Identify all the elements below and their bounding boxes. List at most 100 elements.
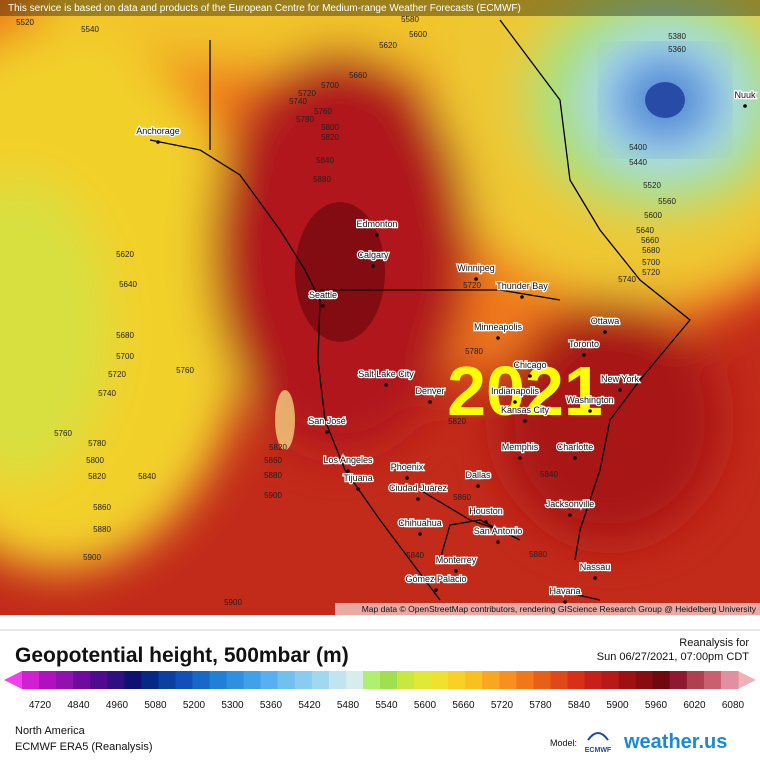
colorbar-tick-label: 5720 <box>491 700 514 711</box>
city-label: Nuuk <box>734 90 756 100</box>
contour-label: 5780 <box>296 115 314 124</box>
city-dot <box>518 456 522 460</box>
city-label: Phoenix <box>391 462 424 472</box>
contour-label: 5540 <box>81 25 99 34</box>
contour-label: 5760 <box>314 107 332 116</box>
city-label: Chicago <box>513 360 546 370</box>
city-dot <box>496 336 500 340</box>
contour-label: 5820 <box>321 133 339 142</box>
contour-label: 5580 <box>401 15 419 24</box>
city-dot <box>523 419 527 423</box>
colorbar-swatch <box>380 671 398 689</box>
city-dot <box>418 532 422 536</box>
colorbar-tick-label: 5200 <box>183 700 206 711</box>
city-dot <box>528 374 532 378</box>
city-dot <box>375 233 379 237</box>
contour-label: 5680 <box>116 331 134 340</box>
map: This service is based on data and produc… <box>0 0 760 615</box>
city-labels: AnchorageEdmontonCalgarySeattleWinnipegT… <box>135 89 757 604</box>
model-label: Model: <box>550 738 577 748</box>
colorbar-swatch <box>209 671 228 689</box>
contour-label: 5620 <box>379 41 397 50</box>
ecmwf-icon <box>587 732 609 741</box>
contour-label: 5880 <box>93 525 111 534</box>
colorbar-tick-label: 5540 <box>375 700 398 711</box>
colorbar-swatch <box>550 671 569 689</box>
city-label: Havana <box>549 586 580 596</box>
city-dot <box>434 588 438 592</box>
colorbar-tick-label: 5420 <box>298 700 321 711</box>
contour-label: 5820 <box>269 443 287 452</box>
city-dot <box>484 520 488 524</box>
city-dot <box>325 430 329 434</box>
contour-label: 5700 <box>321 81 339 90</box>
city-dot <box>416 497 420 501</box>
contour-label: 5860 <box>453 493 471 502</box>
city-label: Anchorage <box>136 126 180 136</box>
colorbar: 4720 4840 4960 5080 5200 5300 5360 5420 5480 5540… <box>4 671 756 711</box>
city-label: Minneapolis <box>474 322 523 332</box>
colorbar-swatch <box>158 671 176 689</box>
colorbar-swatch <box>703 671 722 689</box>
contour-label: 5860 <box>93 503 111 512</box>
contour-label: 5700 <box>642 258 660 267</box>
colorbar-swatch <box>397 671 415 689</box>
contour-label: 5840 <box>540 470 558 479</box>
contour-label: 5520 <box>643 181 661 190</box>
city-dot <box>405 476 409 480</box>
contour-label: 5560 <box>658 197 676 206</box>
colorbar-swatch <box>482 671 500 689</box>
city-label: Calgary <box>357 250 389 260</box>
colorbar-swatch <box>328 671 347 689</box>
colorbar-swatch <box>516 671 534 689</box>
contour-label: 5840 <box>316 156 334 165</box>
city-label: Tijuana <box>343 473 372 483</box>
colorbar-swatch <box>192 671 211 689</box>
city-dot <box>476 484 480 488</box>
colorbar-tick-label: 5840 <box>568 700 591 711</box>
colorbar-swatch <box>414 671 432 689</box>
contour-label: 5820 <box>88 472 106 481</box>
colorbar-swatch <box>277 671 296 689</box>
colorbar-swatch <box>73 671 91 689</box>
city-dot <box>520 295 524 299</box>
city-dot <box>603 330 607 334</box>
colorbar-swatch <box>635 671 654 689</box>
contour-label: 5900 <box>224 598 242 607</box>
colorbar-swatch <box>669 671 688 689</box>
contour-label: 5700 <box>116 352 134 361</box>
contour-label: 5900 <box>264 491 282 500</box>
city-dot <box>428 400 432 404</box>
colorbar-tick-label: 5600 <box>414 700 437 711</box>
colorbar-swatch <box>720 671 739 689</box>
colorbar-swatch <box>362 671 381 689</box>
city-label: Denver <box>415 386 444 396</box>
contour-label: 5660 <box>641 236 659 245</box>
year-overlay: 2021 <box>447 352 603 430</box>
contour-label: 5400 <box>629 143 647 152</box>
colorbar-swatch <box>39 671 57 689</box>
city-label: Ciudad Juárez <box>389 483 448 493</box>
colorbar-tick-label: 5480 <box>337 700 360 711</box>
contour-label: 5900 <box>83 553 101 562</box>
city-label: Indianapolis <box>491 386 540 396</box>
city-label: Gómez Palacio <box>405 574 466 584</box>
colorbar-swatch <box>465 671 483 689</box>
city-label: Los Angeles <box>323 455 373 465</box>
map-credit: Map data © OpenStreetMap contributors, r… <box>362 604 757 614</box>
brand-logo: weather.us <box>623 731 727 753</box>
colorbar-swatch <box>499 671 517 689</box>
colorbar-swatch <box>601 671 620 689</box>
city-label: Ottawa <box>591 316 620 326</box>
contour-label: 5640 <box>636 226 654 235</box>
colorbar-tick-label: 4840 <box>67 700 90 711</box>
city-dot <box>618 388 622 392</box>
contour-label: 5860 <box>264 456 282 465</box>
colorbar-swatch <box>652 671 671 689</box>
coastlines <box>149 19 691 601</box>
colorbar-tick-label: 6080 <box>722 700 745 711</box>
city-dot <box>156 140 160 144</box>
attribution: This service is based on data and produc… <box>8 3 521 14</box>
city-label: Charlotte <box>557 442 594 452</box>
